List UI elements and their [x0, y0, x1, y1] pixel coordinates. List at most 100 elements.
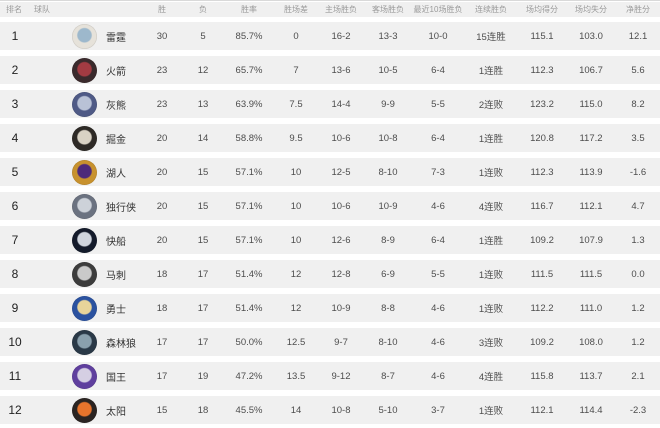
rank-cell: 6: [11, 199, 19, 213]
last10-cell: 4-6: [431, 302, 445, 314]
team-cell: 森林狼: [30, 329, 142, 355]
ppg-cell: 109.2: [530, 336, 554, 348]
team-name: 快船: [106, 236, 126, 248]
streak-cell: 1连败: [478, 304, 504, 315]
w-cell: 18: [156, 268, 168, 280]
last10-cell: 6-4: [431, 64, 445, 76]
rank-cell: 8: [11, 267, 19, 281]
last10-cell: 7-3: [431, 166, 445, 178]
gb-cell: 9.5: [289, 132, 303, 144]
last10-cell: 10-0: [428, 30, 448, 42]
team-cell: 独行侠: [30, 193, 142, 219]
l-cell: 12: [197, 64, 209, 76]
team-cell: 雷霆: [30, 23, 142, 49]
oppg-cell: 111.5: [579, 268, 603, 280]
oppg-cell: 108.0: [579, 336, 603, 348]
streak-cell: 2连败: [478, 100, 504, 111]
table-row[interactable]: 7 快船 20 15 57.1% 10 12-6 8-9 6-4 1连胜 109.2 107.9 1.3: [0, 226, 660, 254]
w-cell: 20: [156, 132, 168, 144]
column-header-team: 球队: [34, 5, 50, 14]
rank-cell: 11: [8, 369, 22, 383]
table-row[interactable]: 9 勇士 18 17 51.4% 12 10-9 8-8 4-6 1连败 112.2 111.0 1.2: [0, 294, 660, 322]
rockets-logo-icon: [72, 57, 97, 83]
table-row[interactable]: 2 火箭 23 12 65.7% 7 13-6 10-5 6-4 1连胜 112.3 106.7 5.6: [0, 56, 660, 84]
column-header-away-record: 客场胜负: [372, 5, 404, 14]
l-cell: 17: [197, 268, 209, 280]
team-name: 勇士: [106, 304, 126, 316]
w-cell: 17: [156, 336, 168, 348]
table-row[interactable]: 6 独行侠 20 15 57.1% 10 10-6 10-9 4-6 4连败 116.7 112.1 4…: [0, 192, 660, 220]
rank-cell: 9: [11, 301, 19, 315]
rank-cell: 5: [11, 165, 19, 179]
away-cell: 10-9: [378, 200, 398, 212]
pct-cell: 47.2%: [235, 370, 263, 382]
l-cell: 17: [197, 302, 209, 314]
ppg-cell: 111.5: [530, 268, 554, 280]
streak-cell: 1连败: [478, 406, 504, 417]
nuggets-logo-icon: [72, 125, 97, 151]
pct-cell: 58.8%: [235, 132, 263, 144]
team-name: 火箭: [106, 66, 126, 78]
rank-cell: 4: [11, 131, 19, 145]
team-name: 湖人: [106, 168, 126, 180]
column-header-home-record: 主场胜负: [325, 5, 357, 14]
w-cell: 30: [156, 30, 168, 42]
ppg-cell: 112.3: [530, 64, 554, 76]
last10-cell: 4-6: [431, 370, 445, 382]
team-cell: 灰熊: [30, 91, 142, 117]
streak-cell: 3连败: [478, 338, 504, 349]
pct-cell: 57.1%: [235, 234, 263, 246]
gb-cell: 13.5: [286, 370, 306, 382]
table-row[interactable]: 11 国王 17 19 47.2% 13.5 9-12 8-7 4-6 4连胜 115.8 113.7…: [0, 362, 660, 390]
pct-cell: 63.9%: [235, 98, 263, 110]
team-name: 国王: [106, 372, 126, 384]
rank-cell: 2: [11, 63, 19, 77]
w-cell: 18: [156, 302, 168, 314]
l-cell: 17: [197, 336, 209, 348]
gb-cell: 14: [290, 404, 302, 416]
home-cell: 9-7: [334, 336, 348, 348]
pct-cell: 85.7%: [235, 30, 263, 42]
ppg-cell: 123.2: [530, 98, 554, 110]
column-header-games-behind: 胜场差: [284, 5, 308, 14]
column-header-point-diff: 净胜分: [626, 5, 650, 14]
home-cell: 14-4: [331, 98, 351, 110]
team-cell: 火箭: [30, 57, 142, 83]
team-cell: 湖人: [30, 159, 142, 185]
column-header-win-pct: 胜率: [241, 5, 257, 14]
oppg-cell: 115.0: [579, 98, 603, 110]
l-cell: 18: [197, 404, 209, 416]
rank-cell: 7: [11, 233, 19, 247]
table-row[interactable]: 3 灰熊 23 13 63.9% 7.5 14-4 9-9 5-5 2连败 123.2 115.0 8.…: [0, 90, 660, 118]
diff-cell: 5.6: [631, 64, 645, 76]
oppg-cell: 106.7: [579, 64, 603, 76]
last10-cell: 5-5: [431, 98, 445, 110]
streak-cell: 1连败: [478, 168, 504, 179]
w-cell: 20: [156, 234, 168, 246]
table-row[interactable]: 5 湖人 20 15 57.1% 10 12-5 8-10 7-3 1连败 112.3 113.9 -1…: [0, 158, 660, 186]
diff-cell: 12.1: [628, 30, 648, 42]
ppg-cell: 115.8: [530, 370, 554, 382]
gb-cell: 12: [290, 268, 302, 280]
table-row[interactable]: 1 雷霆 30 5 85.7% 0 16-2 13-3 10-0 15连胜 115.1 103.0 12…: [0, 22, 660, 50]
team-name: 灰熊: [106, 100, 126, 112]
gb-cell: 0: [293, 30, 299, 42]
rank-cell: 12: [8, 403, 22, 417]
team-cell: 快船: [30, 227, 142, 253]
table-row[interactable]: 10 森林狼 17 17 50.0% 12.5 9-7 8-10 4-6 3连败 109.2 108.…: [0, 328, 660, 356]
l-cell: 15: [197, 200, 209, 212]
table-row[interactable]: 12 太阳 15 18 45.5% 14 10-8 5-10 3-7 1连败 112.1 114.4 -…: [0, 396, 660, 424]
ppg-cell: 112.3: [530, 166, 554, 178]
column-header-rank: 排名: [6, 5, 22, 14]
home-cell: 9-12: [331, 370, 351, 382]
oppg-cell: 111.0: [579, 302, 603, 314]
table-row[interactable]: 8 马刺 18 17 51.4% 12 12-8 6-9 5-5 1连败 111.5 111.5 0.0: [0, 260, 660, 288]
away-cell: 10-8: [378, 132, 398, 144]
home-cell: 10-8: [331, 404, 351, 416]
last10-cell: 4-6: [431, 336, 445, 348]
w-cell: 20: [156, 200, 168, 212]
table-row[interactable]: 4 掘金 20 14 58.8% 9.5 10-6 10-8 6-4 1连胜 120.8 117.2 3…: [0, 124, 660, 152]
l-cell: 15: [197, 166, 209, 178]
away-cell: 6-9: [381, 268, 395, 280]
ppg-cell: 112.1: [530, 404, 554, 416]
